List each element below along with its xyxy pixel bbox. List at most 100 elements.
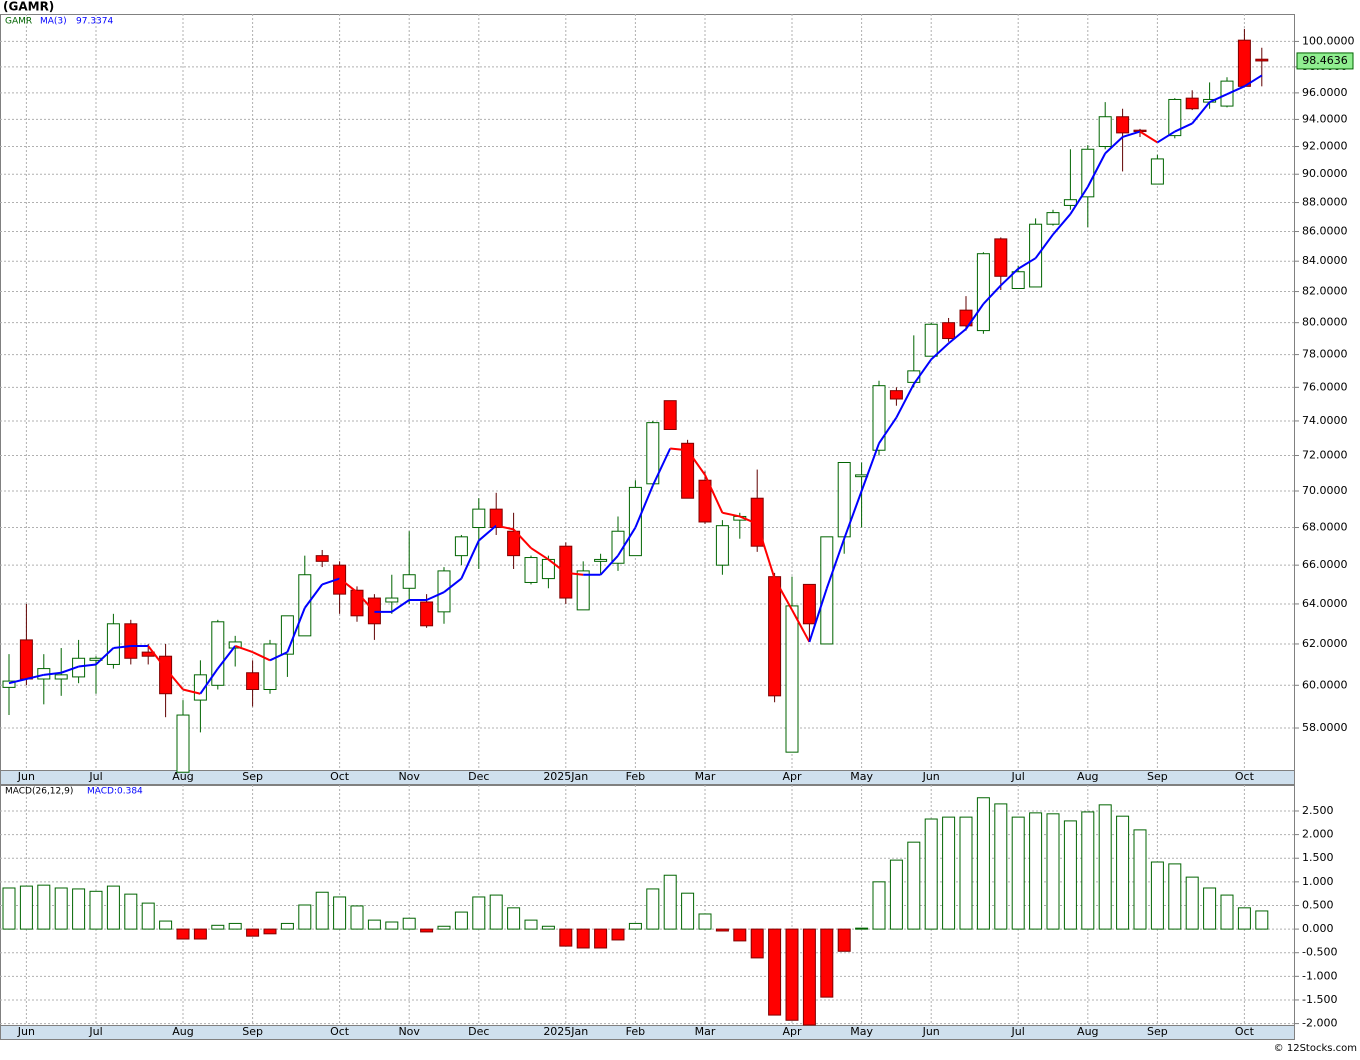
x-tick-label: Aug	[1077, 1025, 1098, 1038]
bar	[541, 925, 555, 930]
candle-body	[454, 536, 468, 557]
bar	[1011, 816, 1025, 930]
candle-body	[385, 597, 399, 603]
candle-body	[1255, 58, 1269, 62]
x-axis-strip	[0, 1025, 1295, 1040]
bar	[333, 896, 347, 930]
ma-segment	[512, 528, 532, 549]
bar	[1203, 887, 1217, 930]
bar	[1081, 811, 1095, 930]
candle-body	[1081, 148, 1095, 198]
x-tick-label: Jun	[17, 770, 35, 783]
x-tick-label: Apr	[782, 1025, 802, 1038]
ma-segment	[670, 447, 688, 452]
candle-body	[1237, 39, 1251, 87]
ma-segment	[286, 607, 306, 653]
candle-body	[1029, 223, 1043, 288]
bar	[176, 928, 190, 940]
candle-body	[872, 385, 886, 451]
bar	[959, 816, 973, 930]
x-tick-label: Nov	[398, 770, 420, 783]
bar	[733, 928, 747, 942]
ma-segment	[808, 587, 828, 643]
candle-body	[211, 621, 225, 686]
ma-segment	[26, 673, 45, 680]
x-tick-label: Nov	[398, 1025, 420, 1038]
ma-segment	[199, 668, 219, 695]
y-tick-label: 72.0000	[1302, 448, 1348, 461]
bar	[715, 928, 729, 932]
ma-segment	[704, 474, 724, 514]
bar	[1116, 815, 1130, 930]
ma-segment	[878, 416, 898, 444]
ma-segment	[182, 688, 201, 695]
bar	[385, 921, 399, 930]
bar	[211, 924, 225, 930]
candle-body	[19, 639, 33, 680]
bar	[1237, 907, 1251, 930]
x-tick-label: Feb	[626, 1025, 645, 1038]
macd-title: MACD(26,12,9)	[5, 787, 73, 797]
y-tick-label: 76.0000	[1302, 380, 1348, 393]
y-tick-label: 88.0000	[1302, 196, 1348, 209]
ma-segment	[426, 591, 445, 601]
ma-segment	[722, 511, 741, 518]
ma-segment	[843, 490, 863, 540]
bar	[976, 797, 990, 930]
candle-body	[1098, 116, 1112, 148]
legend-item: MA(3)	[40, 17, 67, 27]
ma-segment	[303, 583, 324, 609]
candle-body	[507, 530, 521, 557]
ma-segment	[547, 558, 567, 574]
bar	[1063, 820, 1077, 930]
bar	[646, 888, 660, 930]
y-tick-label: -1.000	[1302, 969, 1337, 982]
bar	[507, 907, 521, 930]
bar	[698, 913, 712, 930]
bar	[594, 928, 608, 949]
ma-segment	[495, 524, 514, 531]
bar	[246, 928, 260, 937]
candle-body	[855, 474, 869, 478]
candle-body	[1116, 116, 1130, 134]
ma-segment	[1243, 74, 1263, 88]
bar	[907, 841, 921, 930]
x-tick-label: Apr	[782, 770, 802, 783]
y-tick-label: 90.0000	[1302, 167, 1348, 180]
x-tick-label: Sep	[242, 770, 263, 783]
bar	[402, 917, 416, 930]
x-tick-label: Sep	[1147, 1025, 1168, 1038]
y-tick-label: 68.0000	[1302, 521, 1348, 534]
bar	[1098, 804, 1112, 930]
ma-segment	[1156, 130, 1176, 144]
bar	[159, 920, 173, 930]
ma-segment	[965, 303, 985, 330]
bar	[263, 928, 277, 935]
bar	[124, 893, 138, 930]
candle-body	[785, 605, 799, 753]
bar	[437, 925, 451, 930]
candle-body	[628, 486, 642, 557]
bar	[106, 885, 120, 930]
bar	[750, 928, 764, 959]
candle-body	[889, 390, 903, 400]
bar	[1150, 861, 1164, 930]
y-tick-label: 60.0000	[1302, 678, 1348, 691]
x-tick-label: Oct	[1235, 1025, 1255, 1038]
bar	[1220, 894, 1234, 930]
x-tick-label: Aug	[172, 770, 193, 783]
ma-segment	[860, 442, 880, 492]
candle-body	[994, 238, 1008, 277]
x-tick-label: Jul	[88, 770, 102, 783]
candle-body	[976, 253, 990, 332]
ma-segment	[1174, 122, 1193, 133]
bar	[1133, 829, 1147, 930]
footer: © 12Stocks.com	[1274, 1043, 1357, 1054]
candle-body	[228, 641, 242, 649]
ma-segment	[599, 554, 619, 576]
candle-body	[594, 558, 608, 562]
candle-body	[402, 574, 416, 589]
y-tick-label: 2.000	[1302, 828, 1334, 841]
bar	[19, 885, 33, 930]
